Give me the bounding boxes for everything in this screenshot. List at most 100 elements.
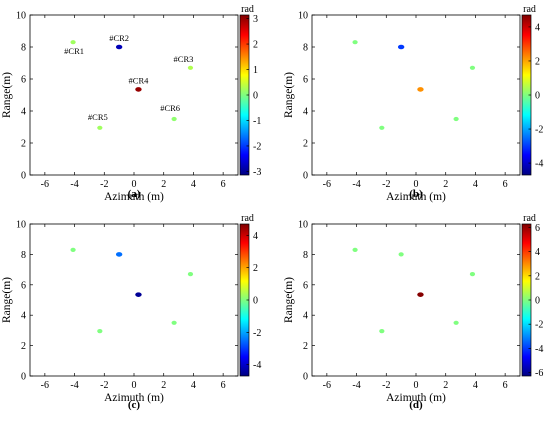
y-tick-label: 0: [21, 372, 26, 383]
x-tick-label: 4: [473, 179, 478, 190]
x-tick-label: -4: [352, 380, 360, 391]
y-axis-label: Range(m): [283, 72, 295, 118]
y-axis-label: Range(m): [1, 277, 13, 323]
data-point: [352, 247, 358, 252]
chart-panel-b: -6 -4 -2 0 2 4 6 0 2 4 6 8 10 Azimuth (m) Range(m) (b) -…: [283, 4, 543, 203]
x-tick-label: -6: [323, 179, 331, 190]
y-tick-label: 2: [303, 139, 308, 150]
panel-label: (c): [128, 399, 141, 411]
plot-area: [29, 14, 239, 176]
colorbar-tick-label: 3: [253, 14, 258, 25]
chart-panel-d: -6 -4 -2 0 2 4 6 0 2 4 6 8 10 Azimuth (m) Range(m) (d) -…: [283, 213, 543, 411]
y-tick-label: 6: [303, 280, 308, 291]
data-point: [135, 87, 142, 92]
y-tick-label: 2: [303, 341, 308, 352]
x-tick-label: -2: [382, 179, 390, 190]
point-label: #CR4: [129, 75, 150, 85]
y-tick-label: 8: [21, 43, 26, 54]
data-point: [187, 272, 194, 277]
data-point: [417, 87, 424, 92]
data-point: [97, 329, 103, 334]
x-tick-label: -2: [382, 380, 390, 391]
colorbar-label: rad: [523, 213, 536, 224]
point-label: #CR2: [109, 33, 129, 43]
colorbar-tick-label: -4: [253, 360, 261, 371]
data-point: [398, 252, 404, 257]
data-point: [417, 292, 424, 297]
x-tick-label: 2: [443, 179, 448, 190]
point-label: #CR1: [64, 46, 84, 56]
colorbar-label: rad: [241, 4, 254, 15]
colorbar-tick-label: 4: [535, 22, 540, 33]
y-tick-label: 0: [303, 171, 308, 182]
y-tick-label: 10: [298, 220, 308, 231]
x-tick-label: -4: [70, 380, 78, 391]
chart-panel-c: -6 -4 -2 0 2 4 6 0 2 4 6 8 10 Azimuth (m) Range(m) (c) -…: [1, 213, 261, 411]
y-tick-label: 2: [21, 139, 26, 150]
point-label: #CR6: [160, 103, 180, 113]
data-point: [171, 320, 177, 325]
data-point: [115, 252, 123, 257]
data-point: [379, 329, 385, 334]
x-tick-label: -2: [100, 380, 108, 391]
y-tick-label: 2: [21, 341, 26, 352]
x-tick-label: 0: [414, 380, 419, 391]
y-tick-label: 4: [21, 311, 26, 322]
x-tick-label: 4: [473, 380, 478, 391]
x-axis-label: Azimuth (m): [104, 392, 164, 404]
colorbar-tick-label: 0: [535, 91, 540, 102]
data-point: [469, 272, 476, 277]
y-tick-label: 8: [21, 250, 26, 261]
data-point: [171, 116, 177, 122]
data-point: [70, 247, 76, 252]
colorbar-tick-label: -6: [535, 368, 543, 379]
x-axis-label: Azimuth (m): [386, 191, 446, 203]
colorbar-tick-label: 0: [253, 296, 258, 307]
panel-label: (d): [409, 399, 423, 411]
data-point: [453, 116, 459, 122]
data-point: [187, 65, 194, 70]
x-tick-label: 4: [191, 179, 196, 190]
y-tick-label: 10: [298, 11, 308, 22]
data-point: [70, 40, 76, 45]
point-label: #CR5: [88, 112, 108, 122]
plot-area: [311, 14, 521, 176]
x-tick-label: 4: [191, 380, 196, 391]
panel-label: (b): [409, 188, 423, 200]
colorbar-tick-label: -3: [253, 167, 261, 178]
data-point: [453, 320, 459, 325]
y-tick-label: 0: [21, 171, 26, 182]
x-tick-label: 6: [503, 380, 508, 391]
plot-area: [311, 223, 521, 377]
y-axis-label: Range(m): [1, 72, 13, 118]
y-tick-label: 10: [16, 220, 26, 231]
plot-area: [29, 223, 239, 377]
colorbar-tick-label: 4: [535, 247, 540, 258]
colorbar-tick-label: 2: [253, 40, 258, 51]
x-tick-label: 2: [161, 179, 166, 190]
point-label: #CR3: [174, 54, 194, 64]
colorbar-tick-label: 0: [253, 91, 258, 102]
x-tick-label: 0: [414, 179, 419, 190]
y-tick-label: 0: [303, 372, 308, 383]
colorbar-tick-label: -2: [535, 320, 543, 331]
colorbar-tick-label: 1: [253, 65, 258, 76]
x-tick-label: 6: [221, 179, 226, 190]
x-axis-label: Azimuth (m): [386, 392, 446, 404]
x-tick-label: -4: [352, 179, 360, 190]
x-axis-label: Azimuth (m): [104, 191, 164, 203]
y-tick-label: 10: [16, 11, 26, 22]
colorbar-tick-label: 2: [535, 271, 540, 282]
y-tick-label: 6: [21, 280, 26, 291]
colorbar-tick-label: 2: [535, 56, 540, 67]
x-tick-label: -4: [70, 179, 78, 190]
colorbar-tick-label: 0: [535, 296, 540, 307]
x-tick-label: -6: [323, 380, 331, 391]
data-point: [469, 65, 476, 70]
x-tick-label: -6: [41, 179, 49, 190]
y-tick-label: 4: [303, 311, 308, 322]
x-tick-label: 6: [221, 380, 226, 391]
colorbar-tick-label: 2: [253, 263, 258, 274]
colorbar-tick-label: -1: [253, 116, 261, 127]
